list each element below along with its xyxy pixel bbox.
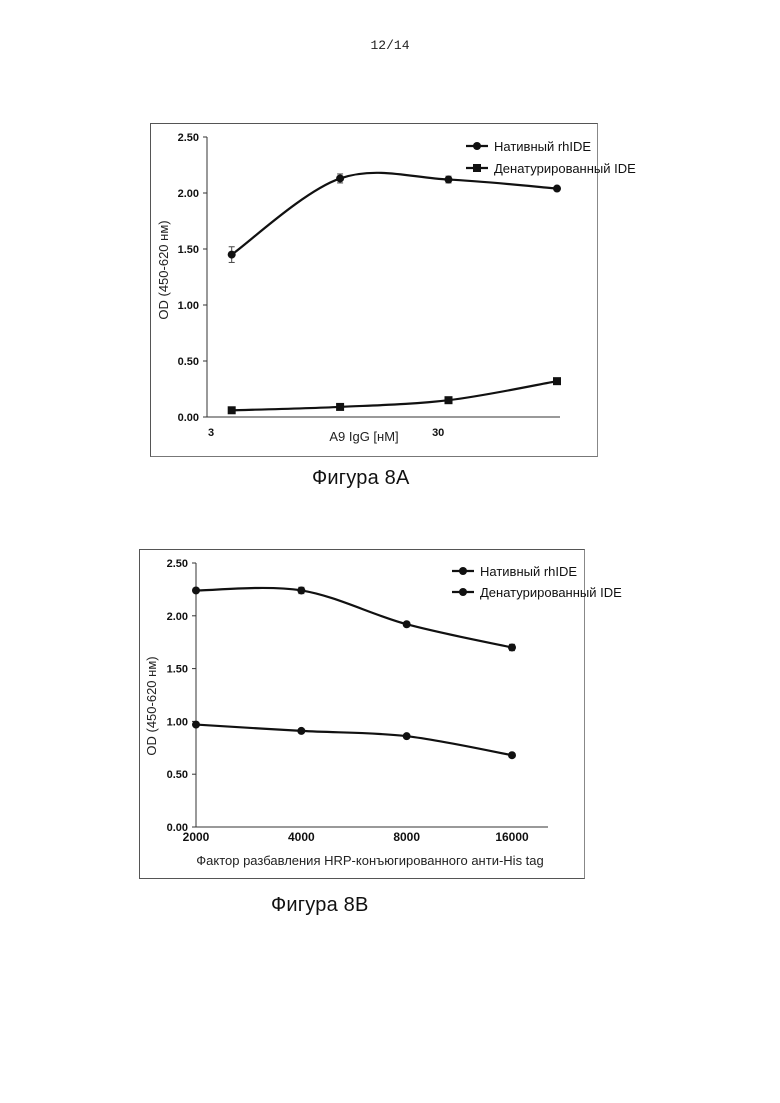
figure-8b-caption: Фигура 8B: [271, 894, 369, 917]
figure-8a-caption: Фигура 8A: [312, 467, 410, 490]
chart-8b-frame: [139, 549, 585, 879]
chart-8a-frame: [150, 123, 598, 457]
page-number: 12/14: [0, 38, 780, 53]
